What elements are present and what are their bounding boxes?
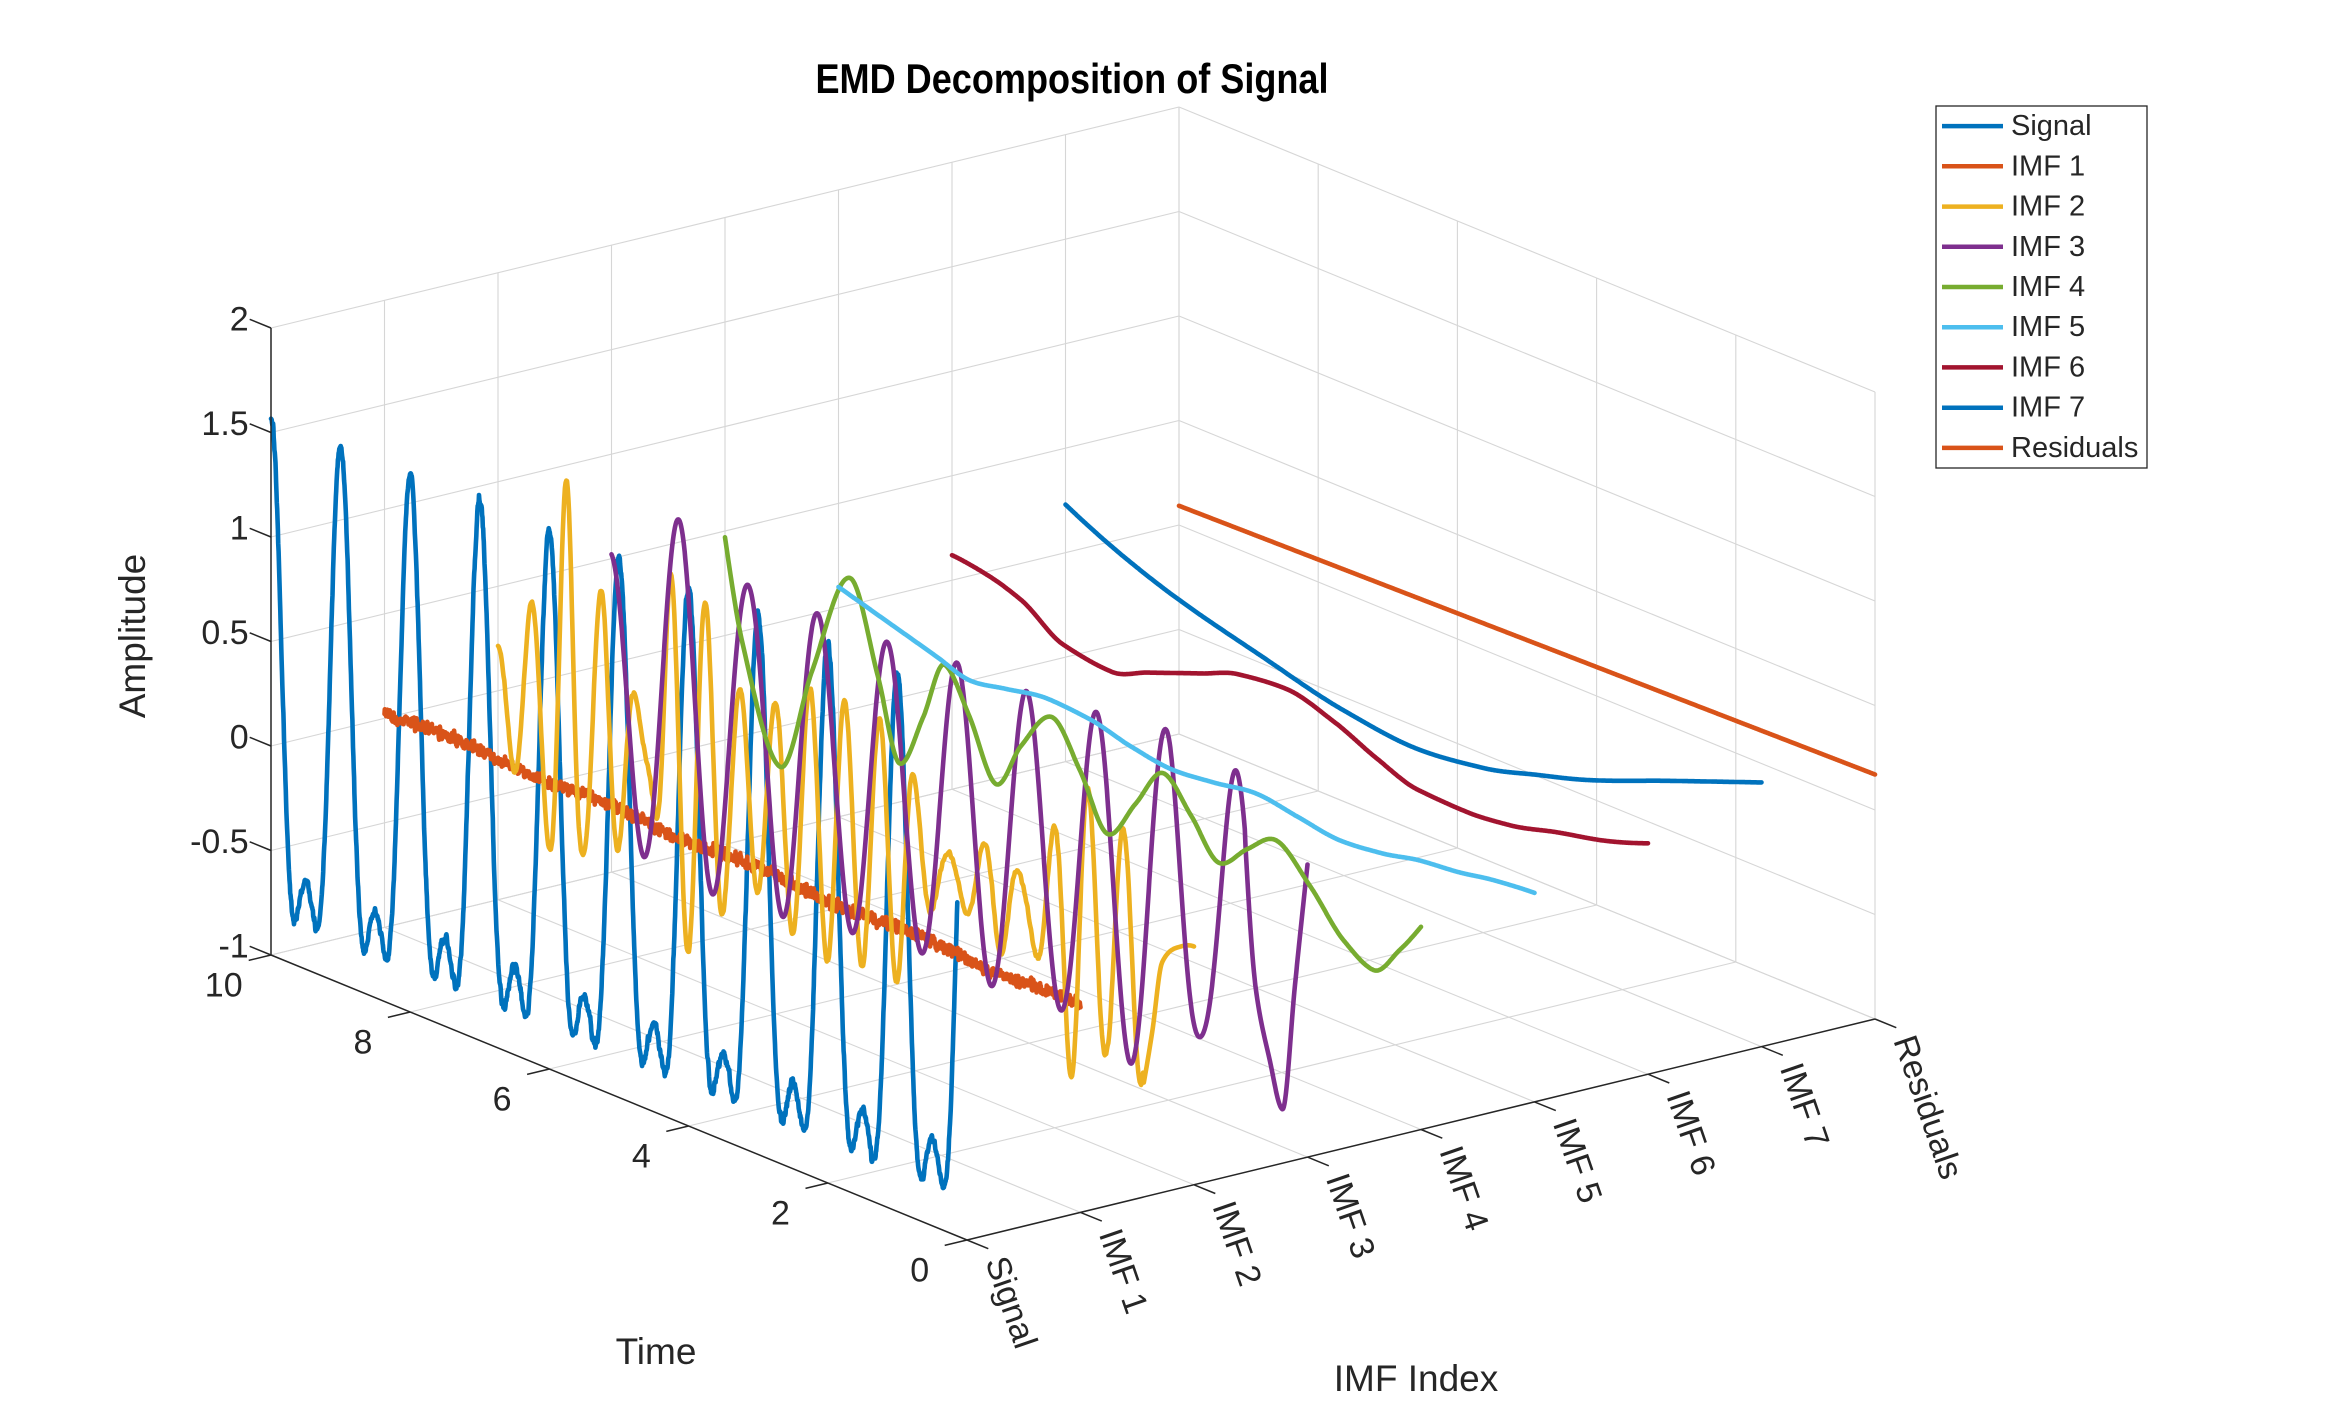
svg-text:2: 2: [230, 300, 249, 338]
svg-text:Time: Time: [616, 1331, 697, 1372]
svg-text:0: 0: [910, 1251, 929, 1289]
svg-text:-1: -1: [218, 927, 248, 965]
svg-text:0: 0: [230, 718, 249, 756]
svg-text:6: 6: [493, 1080, 512, 1118]
svg-text:Residuals: Residuals: [2011, 432, 2138, 464]
svg-text:IMF 4: IMF 4: [2011, 271, 2085, 303]
svg-text:1.5: 1.5: [201, 405, 248, 443]
svg-text:IMF 1: IMF 1: [2011, 150, 2085, 182]
svg-text:EMD Decomposition of Signal: EMD Decomposition of Signal: [816, 55, 1329, 102]
svg-text:IMF 3: IMF 3: [2011, 231, 2085, 263]
svg-text:2: 2: [771, 1194, 790, 1232]
svg-text:10: 10: [205, 966, 243, 1004]
svg-text:-0.5: -0.5: [190, 823, 249, 861]
svg-text:0.5: 0.5: [201, 614, 248, 652]
svg-text:1: 1: [230, 509, 249, 547]
svg-text:8: 8: [353, 1023, 372, 1061]
svg-text:IMF 6: IMF 6: [2011, 351, 2085, 383]
svg-text:Amplitude: Amplitude: [112, 554, 153, 719]
svg-text:IMF Index: IMF Index: [1334, 1358, 1499, 1399]
svg-text:IMF 5: IMF 5: [2011, 311, 2085, 343]
svg-text:4: 4: [632, 1137, 651, 1175]
svg-text:IMF 7: IMF 7: [2011, 392, 2085, 424]
svg-text:Signal: Signal: [2011, 110, 2092, 142]
svg-text:IMF 2: IMF 2: [2011, 191, 2085, 223]
